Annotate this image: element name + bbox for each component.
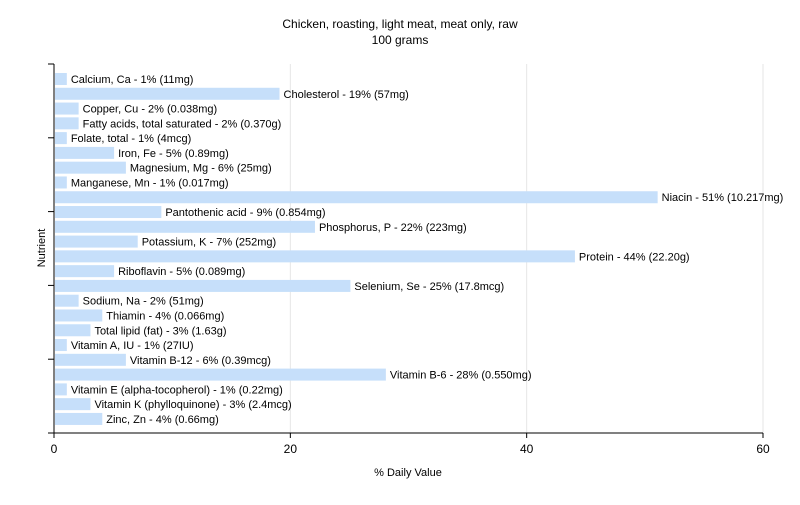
bar-18 <box>55 339 67 352</box>
x-tick-label-0: 0 <box>51 442 58 456</box>
bar-label-23: Zinc, Zn - 4% (0.66mg) <box>106 414 218 426</box>
axes-group: 0 20 40 60 <box>48 63 770 456</box>
bar-23 <box>55 412 103 425</box>
bar-labels-group: Calcium, Ca - 1% (11mg) Cholesterol - 19%… <box>71 74 784 426</box>
bar-label-8: Niacin - 51% (10.217mg) <box>662 192 784 204</box>
bar-22 <box>55 398 91 411</box>
x-tick-label-3: 60 <box>756 442 770 456</box>
chart-title: Chicken, roasting, light meat, meat only… <box>282 17 518 31</box>
bar-21 <box>55 383 67 396</box>
bar-1 <box>55 87 280 100</box>
bar-20 <box>55 368 386 381</box>
bar-label-21: Vitamin E (alpha-tocopherol) - 1% (0.22m… <box>71 384 283 396</box>
bar-3 <box>55 117 79 130</box>
bar-0 <box>55 73 67 85</box>
bar-label-0: Calcium, Ca - 1% (11mg) <box>71 74 194 86</box>
bar-9 <box>55 206 162 219</box>
bar-label-12: Protein - 44% (22.20g) <box>579 251 690 263</box>
bar-label-18: Vitamin A, IU - 1% (27IU) <box>71 340 194 352</box>
bar-14 <box>55 279 351 292</box>
bar-label-16: Thiamin - 4% (0.066mg) <box>106 310 224 322</box>
bar-16 <box>55 309 103 322</box>
bar-label-4: Folate, total - 1% (4mcg) <box>71 133 191 145</box>
x-tick-label-2: 40 <box>520 442 534 456</box>
bar-label-3: Fatty acids, total saturated - 2% (0.370… <box>83 118 282 130</box>
bar-label-20: Vitamin B-6 - 28% (0.550mg) <box>390 370 532 382</box>
bar-2 <box>55 102 79 115</box>
bar-4 <box>55 132 67 145</box>
bar-10 <box>55 220 315 233</box>
bar-11 <box>55 235 138 248</box>
bar-label-17: Total lipid (fat) - 3% (1.63g) <box>94 325 226 337</box>
x-axis-label: % Daily Value <box>374 467 442 479</box>
bar-13 <box>55 265 115 278</box>
bar-label-2: Copper, Cu - 2% (0.038mg) <box>83 104 218 116</box>
bar-label-22: Vitamin K (phylloquinone) - 3% (2.4mcg) <box>94 399 291 411</box>
bar-label-9: Pantothenic acid - 9% (0.854mg) <box>165 207 325 219</box>
bars-group <box>55 73 658 425</box>
bar-7 <box>55 176 67 189</box>
bar-label-1: Cholesterol - 19% (57mg) <box>284 89 409 101</box>
bar-label-10: Phosphorus, P - 22% (223mg) <box>319 222 467 234</box>
x-tick-label-1: 20 <box>284 442 298 456</box>
bar-label-5: Iron, Fe - 5% (0.89mg) <box>118 148 229 160</box>
bar-8 <box>55 191 658 204</box>
bar-12 <box>55 250 575 263</box>
bar-19 <box>55 353 126 366</box>
bar-6 <box>55 161 126 174</box>
bar-label-19: Vitamin B-12 - 6% (0.39mcg) <box>130 355 271 367</box>
bar-15 <box>55 294 79 307</box>
bar-label-15: Sodium, Na - 2% (51mg) <box>83 296 204 308</box>
chart-subtitle: 100 grams <box>372 33 429 47</box>
bar-5 <box>55 146 115 159</box>
bar-label-11: Potassium, K - 7% (252mg) <box>142 237 277 249</box>
bar-label-7: Manganese, Mn - 1% (0.017mg) <box>71 177 229 189</box>
bar-label-6: Magnesium, Mg - 6% (25mg) <box>130 163 272 175</box>
y-axis-label: Nutrient <box>36 229 48 268</box>
bar-label-13: Riboflavin - 5% (0.089mg) <box>118 266 245 278</box>
bar-17 <box>55 324 91 337</box>
bar-label-14: Selenium, Se - 25% (17.8mcg) <box>354 281 504 293</box>
